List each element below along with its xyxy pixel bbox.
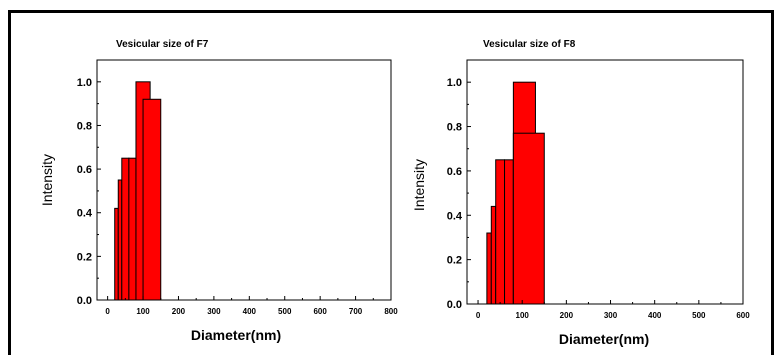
chart-f7-xtick-label-1: 100 [136,307,150,316]
chart-f7-y-axis: 0.0 0.2 0.4 0.6 0.8 1.0 [77,77,101,307]
chart-f7-bar-2 [121,157,130,301]
chart-f8-xtick-label-0: 0 [476,311,481,320]
chart-f7-plot-area [96,59,392,301]
chart-f8-xlabel: Diameter(nm) [559,331,649,347]
chart-f8-title: Vesicular size of F8 [483,39,576,50]
chart-f8-bar-2 [495,159,506,305]
chart-f7-xtick-label-0: 0 [105,307,110,316]
chart-f7-title: Vesicular size of F7 [116,39,209,50]
chart-f7-xtick-label-3: 300 [207,307,221,316]
chart-f7-ytick-label-5: 1.0 [77,77,92,89]
chart-f8-bars [486,81,545,305]
chart-f8-xtick-label-2: 200 [560,311,574,320]
chart-f7: Vesicular size of F7 0.00.20.40.60.81.0 … [39,39,398,343]
chart-f8-ytick-label-1: 0.2 [447,255,462,267]
chart-f8-ylabel: Intensity [411,159,427,211]
chart-f7-xtick-label-4: 400 [243,307,257,316]
chart-f7-ytick-label-2: 0.4 [77,208,93,220]
chart-f7-bar-5 [142,98,162,301]
chart-f8-bar-3 [504,159,514,305]
chart-f7-ytick-label-0: 0.0 [77,295,92,307]
chart-f7-ytick-label-4: 0.8 [77,120,92,132]
figure-frame [8,10,774,355]
chart-f8-bar-0 [486,232,492,305]
chart-f7-bar-0 [114,207,119,301]
chart-f7-x-axis: 0 100 200 300 400 500 600 700 800 [105,296,398,316]
chart-f7-xtick-label-2: 200 [172,307,186,316]
chart-f8-ytick-label-3: 0.6 [447,166,462,178]
chart-f8-ytick-label-2: 0.4 [447,210,463,222]
chart-f7-xtick-label-5: 500 [278,307,292,316]
chart-f7-ylabel: Intensity [39,154,55,206]
chart-f8-ytick-label-4: 0.8 [447,122,462,134]
chart-f7-ytick-label-1: 0.2 [77,251,92,263]
chart-f7-xlabel: Diameter(nm) [191,327,281,343]
chart-f7-xtick-label-7: 700 [349,307,363,316]
chart-f8-xtick-label-4: 400 [648,311,662,320]
chart-f8-ytick-label-5: 1.0 [447,77,462,89]
chart-f8-xtick-label-3: 300 [604,311,618,320]
chart-f8-bar-1 [490,205,497,305]
chart-f8: Vesicular size of F8 0.00.20.40.60.81.0 … [411,39,750,347]
chart-f8-ytick-label-0: 0.0 [447,299,462,311]
chart-f8-xtick-label-6: 600 [736,311,750,320]
chart-f8-xtick-label-1: 100 [516,311,530,320]
chart-f8-plot-area [466,59,744,305]
chart-f8-x-axis: 0 100 200 300 400 500 600 [476,300,750,320]
chart-f7-bars [114,81,162,301]
chart-f8-y-axis: 0.0 0.2 0.4 0.6 0.8 1.0 [447,77,471,311]
chart-f7-xtick-label-8: 800 [384,307,398,316]
chart-f7-xtick-label-6: 600 [313,307,327,316]
chart-f8-bar-5 [512,132,545,305]
chart-f8-xtick-label-5: 500 [692,311,706,320]
chart-f7-ytick-label-3: 0.6 [77,164,92,176]
chart-f7-bar-1 [117,179,123,301]
chart-f7-bar-3 [128,157,137,301]
